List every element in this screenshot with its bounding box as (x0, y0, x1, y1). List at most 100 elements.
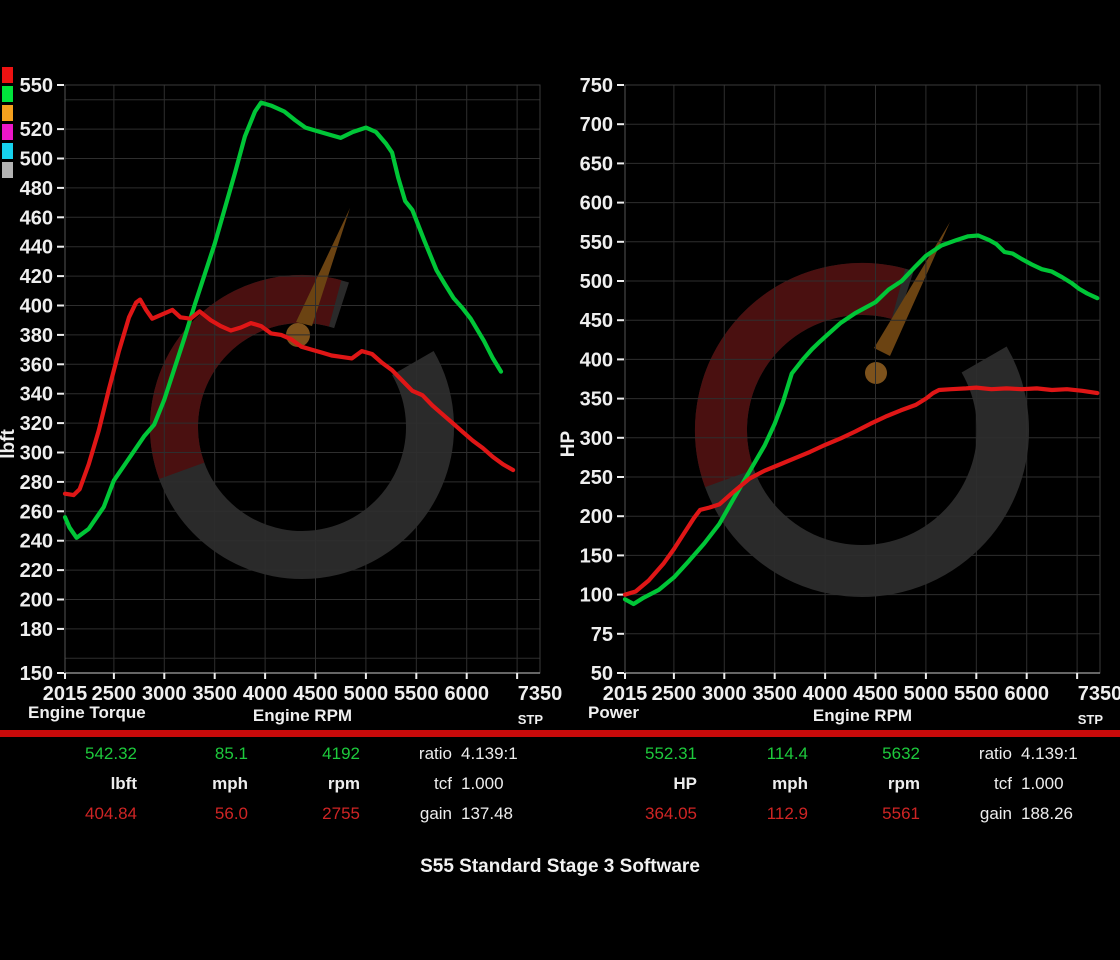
baseline-power-curve (622, 385, 1100, 597)
x-tick-label: 3500 (752, 683, 797, 705)
ratio-label: ratio (418, 744, 452, 763)
y-tick-label: 520 (20, 119, 53, 141)
cobb-gauge-watermark (150, 208, 454, 579)
torque-mph-column: 85.1 mph 56.0 (138, 739, 248, 829)
torque-baseline-value: 404.84 (85, 804, 137, 823)
torque-unit: lbft (110, 774, 137, 793)
x-tick-label: 3000 (142, 683, 187, 705)
legend-magenta-swatch (2, 124, 13, 140)
power-baseline-rpm: 5561 (882, 804, 920, 823)
legend-red-swatch (2, 67, 13, 83)
run-title: S55 Standard Stage 3 Software (420, 856, 700, 877)
y-axis-unit-label: lbft (0, 429, 19, 459)
baseline-torque-curve (62, 297, 516, 498)
x-axis-max-label: 7350 (518, 683, 563, 705)
power-stp-label: STP (1077, 712, 1103, 727)
y-tick-label: 340 (20, 384, 53, 406)
y-tick-label: 100 (580, 585, 613, 607)
cobb-gauge-watermark (695, 222, 1029, 597)
y-tick-label: 75 (591, 624, 613, 646)
dyno-charts-svg: 550 520 500 480 460 440 420 400 380 360 340 320 300 2… (0, 75, 1120, 705)
legend-cyan-swatch (2, 143, 13, 159)
y-tick-label: 180 (20, 619, 53, 641)
y-tick-label: 400 (580, 349, 613, 371)
y-tick-label: 320 (20, 413, 53, 435)
torque-tuned-rpm: 4192 (322, 744, 360, 763)
torque-stp-label: STP (517, 712, 543, 727)
torque-tuned-value: 542.32 (85, 744, 137, 763)
power-info-column: ratio 4.139:1 tcf 1.000 gain 188.26 (948, 739, 1078, 829)
y-tick-label: 300 (580, 428, 613, 450)
power-baseline-value: 364.05 (645, 804, 697, 823)
tcf-value: 1.000 (461, 774, 504, 793)
power-tuned-value: 552.31 (645, 744, 697, 763)
y-tick-label: 450 (580, 310, 613, 332)
tcf-label: tcf (434, 774, 452, 793)
y-tick-label: 380 (20, 325, 53, 347)
y-tick-label: 260 (20, 501, 53, 523)
y-tick-label: 280 (20, 472, 53, 494)
torque-readout-panel: 542.32 lbft 404.84 85.1 mph 56.0 4192 rp… (0, 739, 560, 831)
power-chart-caption: Power (588, 703, 640, 722)
power-tcf-row: tcf 1.000 (948, 769, 1078, 799)
ratio-value: 4.139:1 (1021, 744, 1078, 763)
power-value-column: 552.31 HP 364.05 (587, 739, 697, 829)
y-tick-label: 750 (580, 75, 613, 97)
y-axis-unit-label: HP (558, 430, 579, 457)
power-tuned-rpm: 5632 (882, 744, 920, 763)
y-tick-label: 650 (580, 153, 613, 175)
y-tick-label: 250 (580, 467, 613, 489)
x-tick-label: 4000 (243, 683, 288, 705)
x-tick-label: 2015 (603, 683, 648, 705)
y-tick-label: 300 (20, 443, 53, 465)
torque-tuned-mph: 85.1 (214, 744, 248, 763)
y-tick-label: 150 (20, 663, 53, 685)
x-tick-label: 4500 (293, 683, 338, 705)
legend-gray-swatch (2, 162, 13, 178)
power-ratio-row: ratio 4.139:1 (948, 739, 1078, 769)
x-tick-label: 6000 (1004, 683, 1049, 705)
gain-value: 188.26 (1021, 804, 1073, 823)
y-tick-label: 360 (20, 354, 53, 376)
y-tick-label: 500 (580, 271, 613, 293)
y-tick-label: 240 (20, 531, 53, 553)
y-tick-label: 460 (20, 207, 53, 229)
x-tick-label: 4500 (853, 683, 898, 705)
y-tick-label: 550 (580, 232, 613, 254)
legend-green-swatch (2, 86, 13, 102)
legend-orange-swatch (2, 105, 13, 121)
torque-baseline-mph: 56.0 (214, 804, 248, 823)
gain-label: gain (979, 804, 1012, 823)
gain-label: gain (419, 804, 452, 823)
y-tick-label: 440 (20, 237, 53, 259)
y-tick-label: 220 (20, 560, 53, 582)
y-tick-label: 350 (580, 389, 613, 411)
x-tick-label: 2500 (92, 683, 137, 705)
torque-gain-row: gain 137.48 (388, 799, 518, 829)
tcf-value: 1.000 (1021, 774, 1064, 793)
x-tick-label: 5000 (904, 683, 949, 705)
power-gain-row: gain 188.26 (948, 799, 1078, 829)
y-tick-label: 400 (20, 296, 53, 318)
torque-rpm-unit: rpm (327, 774, 360, 793)
torque-mph-unit: mph (212, 774, 248, 793)
x-tick-label: 4000 (803, 683, 848, 705)
x-tick-label: 3000 (702, 683, 747, 705)
gauge-needle-icon (296, 208, 350, 326)
torque-baseline-rpm: 2755 (322, 804, 360, 823)
x-tick-label: 2500 (652, 683, 697, 705)
power-rpm-unit: rpm (887, 774, 920, 793)
y-tick-label: 420 (20, 266, 53, 288)
tcf-label: tcf (994, 774, 1012, 793)
torque-plot: 550 520 500 480 460 440 420 400 380 360 340 320 300 2… (0, 75, 562, 705)
ratio-label: ratio (978, 744, 1012, 763)
torque-rpm-column: 4192 rpm 2755 (250, 739, 360, 829)
torque-info-column: ratio 4.139:1 tcf 1.000 gain 137.48 (388, 739, 518, 829)
y-tick-label: 500 (20, 149, 53, 171)
ratio-value: 4.139:1 (461, 744, 518, 763)
y-tick-label: 480 (20, 178, 53, 200)
power-rpm-column: 5632 rpm 5561 (810, 739, 920, 829)
x-tick-label: 2015 (43, 683, 88, 705)
x-tick-label: 5000 (344, 683, 389, 705)
